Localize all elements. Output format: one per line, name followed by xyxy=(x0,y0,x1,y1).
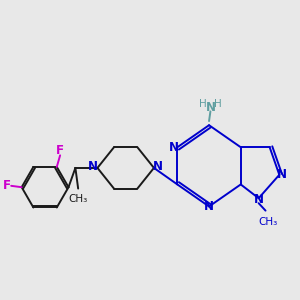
Text: F: F xyxy=(2,179,11,192)
Text: CH₃: CH₃ xyxy=(68,194,88,203)
Text: N: N xyxy=(254,193,264,206)
Text: N: N xyxy=(277,168,287,181)
Text: H: H xyxy=(199,99,207,109)
Text: H: H xyxy=(214,99,222,109)
Text: N: N xyxy=(153,160,163,173)
Text: CH₃: CH₃ xyxy=(259,217,278,227)
Text: N: N xyxy=(206,101,215,114)
Text: N: N xyxy=(169,141,179,154)
Text: N: N xyxy=(88,160,98,173)
Text: F: F xyxy=(56,144,64,158)
Text: N: N xyxy=(204,200,214,213)
